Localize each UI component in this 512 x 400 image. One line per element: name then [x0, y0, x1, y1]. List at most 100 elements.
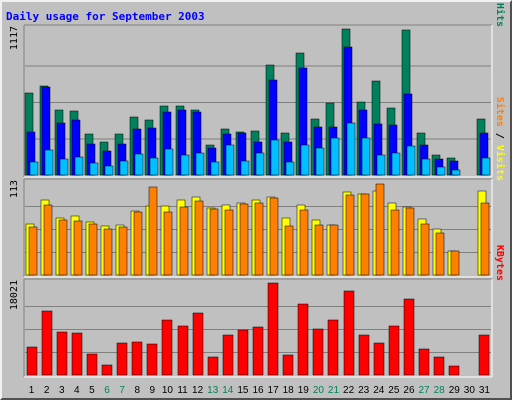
- bar-kbytes-day-19: [297, 303, 309, 376]
- x-tick-label: 17: [268, 385, 280, 396]
- x-tick-label: 22: [343, 385, 355, 396]
- bar-pages-day-9: [149, 157, 159, 176]
- bar-kbytes-day-4: [71, 332, 83, 376]
- x-tick-label: 10: [162, 385, 174, 396]
- bar-pages-day-28: [436, 166, 446, 176]
- x-tick-label: 23: [358, 385, 370, 396]
- x-tick-label: 11: [177, 385, 188, 396]
- bar-kbytes-day-14: [222, 334, 234, 376]
- bar-kbytes-day-2: [41, 310, 53, 376]
- legend-part: Hits: [494, 3, 506, 27]
- x-tick-label: 15: [237, 385, 249, 396]
- x-tick-label: 20: [313, 385, 325, 396]
- x-tick-label: 3: [59, 385, 65, 396]
- bar-kbytes-day-7: [116, 342, 128, 376]
- x-tick-label: 1: [29, 385, 35, 396]
- bar-kbytes-day-17: [267, 282, 279, 376]
- x-tick-label: 18: [283, 385, 295, 396]
- x-tick-label: 28: [434, 385, 446, 396]
- bar-pages-day-2: [44, 149, 54, 176]
- bar-pages-day-5: [89, 162, 99, 176]
- bar-pages-day-25: [391, 152, 401, 176]
- bar-kbytes-day-8: [131, 341, 143, 376]
- x-tick-label: 24: [373, 385, 385, 396]
- bar-kbytes-day-27: [418, 348, 430, 376]
- bar-pages-day-1: [29, 161, 39, 176]
- bar-sites-day-17: [269, 197, 279, 276]
- bars-hits-files-pages: [24, 28, 491, 176]
- y-max-label: 113: [9, 180, 20, 198]
- bar-pages-day-27: [421, 158, 431, 176]
- bar-pages-day-31: [481, 157, 491, 176]
- bar-pages-day-17: [270, 139, 280, 176]
- panel-hits-files-pages: 1117 Pages / Files / Hits: [9, 0, 506, 178]
- bar-pages-day-18: [285, 161, 295, 176]
- bar-kbytes-day-22: [343, 290, 355, 376]
- x-tick-label: 14: [222, 385, 234, 396]
- bar-kbytes-day-3: [56, 331, 68, 376]
- x-tick-label: 30: [464, 385, 476, 396]
- bar-sites-day-31: [480, 202, 490, 276]
- bar-pages-day-4: [74, 156, 84, 176]
- bar-pages-day-10: [164, 148, 174, 176]
- bar-sites-day-2: [43, 204, 53, 276]
- bar-sites-day-20: [314, 224, 324, 276]
- x-tick-label: 25: [388, 385, 400, 396]
- legend-part: Visits: [494, 145, 506, 181]
- panel-visits-sites: 113 Sites / Visits: [9, 97, 506, 278]
- bar-sites-day-25: [390, 209, 400, 276]
- bar-kbytes-day-15: [237, 329, 249, 376]
- x-tick-label: 29: [449, 385, 461, 396]
- bar-pages-day-16: [255, 152, 265, 176]
- x-tick-label: 4: [74, 385, 80, 396]
- bar-pages-day-11: [180, 154, 190, 176]
- x-tick-label: 21: [328, 385, 340, 396]
- bar-kbytes-day-31: [478, 334, 490, 376]
- bar-sites-day-10: [163, 211, 173, 276]
- bar-sites-day-22: [345, 194, 355, 276]
- bar-sites-day-6: [103, 228, 113, 276]
- bar-kbytes-day-6: [101, 364, 113, 376]
- bar-kbytes-day-9: [146, 343, 158, 376]
- series-legend-label: Sites / Visits: [494, 97, 506, 181]
- bar-sites-day-16: [254, 202, 264, 276]
- x-axis: 1 2 3 4 5 6 7 8 9 10 11 12 13 14 15 16 17 18 19 20 21 22 23 24 2…: [29, 385, 491, 396]
- bar-sites-day-24: [375, 183, 385, 276]
- bar-pages-day-7: [119, 160, 129, 176]
- legend-part: KBytes: [494, 245, 505, 281]
- bar-pages-day-26: [406, 145, 416, 176]
- bar-pages-day-14: [225, 144, 235, 176]
- bar-sites-day-13: [209, 208, 219, 276]
- bar-sites-day-26: [405, 207, 415, 276]
- bar-kbytes-day-1: [26, 346, 38, 376]
- bar-pages-day-6: [104, 165, 114, 176]
- bar-kbytes-day-29: [448, 365, 460, 376]
- bar-kbytes-day-11: [177, 325, 189, 376]
- y-max-label: 1117: [9, 26, 20, 50]
- bar-kbytes-day-21: [327, 319, 339, 376]
- bar-sites-day-8: [133, 211, 143, 276]
- bar-pages-day-15: [240, 160, 250, 176]
- series-legend-label: Pages / Files / Hits: [494, 0, 506, 27]
- bar-sites-day-15: [239, 203, 249, 276]
- x-tick-label: 5: [89, 385, 95, 396]
- bar-sites-day-27: [420, 223, 430, 276]
- bar-pages-day-23: [361, 137, 371, 176]
- chart-panels: 1117 Pages / Files / Hits 113 Sites / Visit…: [9, 0, 506, 378]
- bar-pages-day-19: [300, 144, 310, 176]
- bar-pages-day-3: [59, 158, 69, 176]
- bar-sites-day-23: [360, 193, 370, 276]
- bar-pages-day-21: [330, 137, 340, 176]
- bar-sites-day-18: [284, 225, 294, 276]
- x-tick-label: 26: [403, 385, 415, 396]
- bar-sites-day-11: [179, 206, 189, 276]
- x-tick-label: 9: [150, 385, 156, 396]
- bar-sites-day-3: [58, 219, 68, 276]
- x-tick-label: 31: [479, 385, 491, 396]
- bar-kbytes-day-23: [358, 334, 370, 376]
- y-max-label: 18021: [9, 280, 20, 310]
- legend-part: Sites: [494, 97, 506, 127]
- bars-visits-sites: [25, 183, 490, 276]
- bar-kbytes-day-16: [252, 326, 264, 376]
